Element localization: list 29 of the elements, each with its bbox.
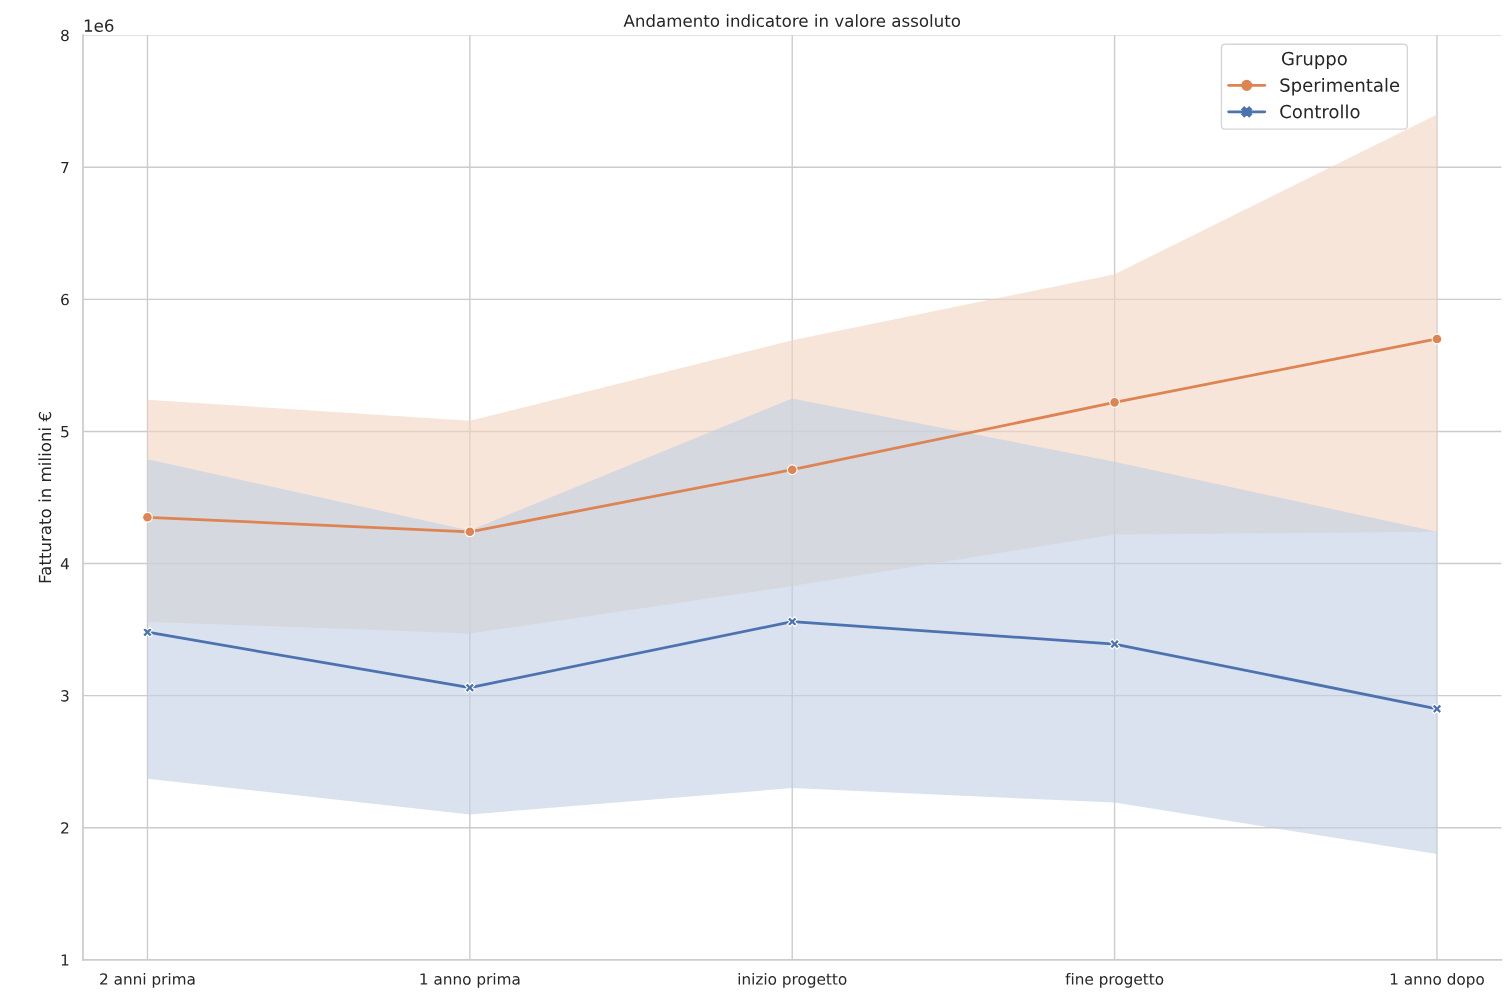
point (786, 464, 798, 476)
point (464, 526, 476, 538)
chart-title: Andamento indicatore in valore assoluto (623, 14, 961, 28)
y-tick-label: 2 (61, 822, 69, 834)
x-tick-label: 1 anno prima (420, 972, 520, 988)
y-tick-label: 1 (61, 954, 69, 966)
x-tick-label: fine progetto (1065, 972, 1164, 988)
point (1109, 396, 1121, 408)
y-tick-label: 5 (61, 426, 69, 438)
point (786, 616, 798, 628)
y-tick-label: 6 (61, 293, 69, 306)
y-tick-label: 8 (61, 29, 69, 42)
y-tick-label: 7 (61, 161, 69, 174)
point (464, 682, 476, 694)
x-tick-label: 1 anno dopo (1390, 972, 1484, 988)
y-tick-label: 3 (61, 690, 69, 702)
legend-label: Controllo (1280, 104, 1360, 119)
point (142, 626, 153, 638)
legend-title: Gruppo (1281, 51, 1347, 69)
y-tick-label: 4 (60, 558, 69, 570)
y-axis-title: Fatturato in milioni € (38, 412, 52, 583)
point (142, 511, 153, 523)
point (1431, 333, 1443, 345)
point (1109, 638, 1121, 650)
text: 1e6 (84, 19, 114, 32)
legend-label: Sperimentale (1280, 77, 1400, 96)
x-tick-label: 2 anni prima (100, 972, 195, 988)
point (1431, 703, 1443, 715)
x-tick-label: inizio progetto (738, 972, 847, 988)
